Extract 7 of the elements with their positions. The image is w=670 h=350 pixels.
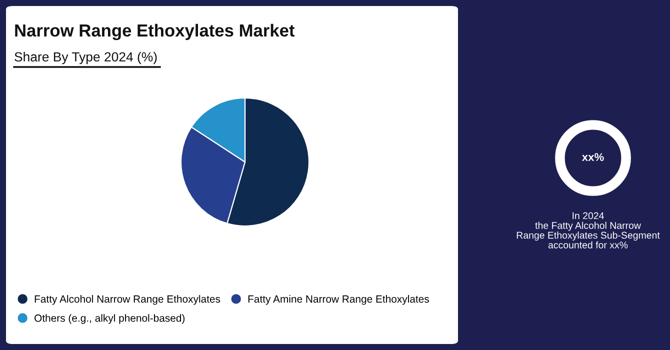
text: xx% <box>582 153 604 161</box>
legend-label: Fatty Alcohol Narrow Range Ethoxylates <box>34 295 220 305</box>
legend-label: Fatty Amine Narrow Range Ethoxylates <box>248 295 429 305</box>
text: In 2024 the Fatty Alcohol Narrow Range Ethoxylates Sub-Segment accounted for xx% <box>516 212 660 248</box>
legend-label: Others (e.g., alkyl phenol-based) <box>34 314 185 324</box>
chart-title: Narrow Range Ethoxylates Market <box>15 24 295 40</box>
chart-subtitle: Share By Type 2024 (%) <box>14 52 157 64</box>
